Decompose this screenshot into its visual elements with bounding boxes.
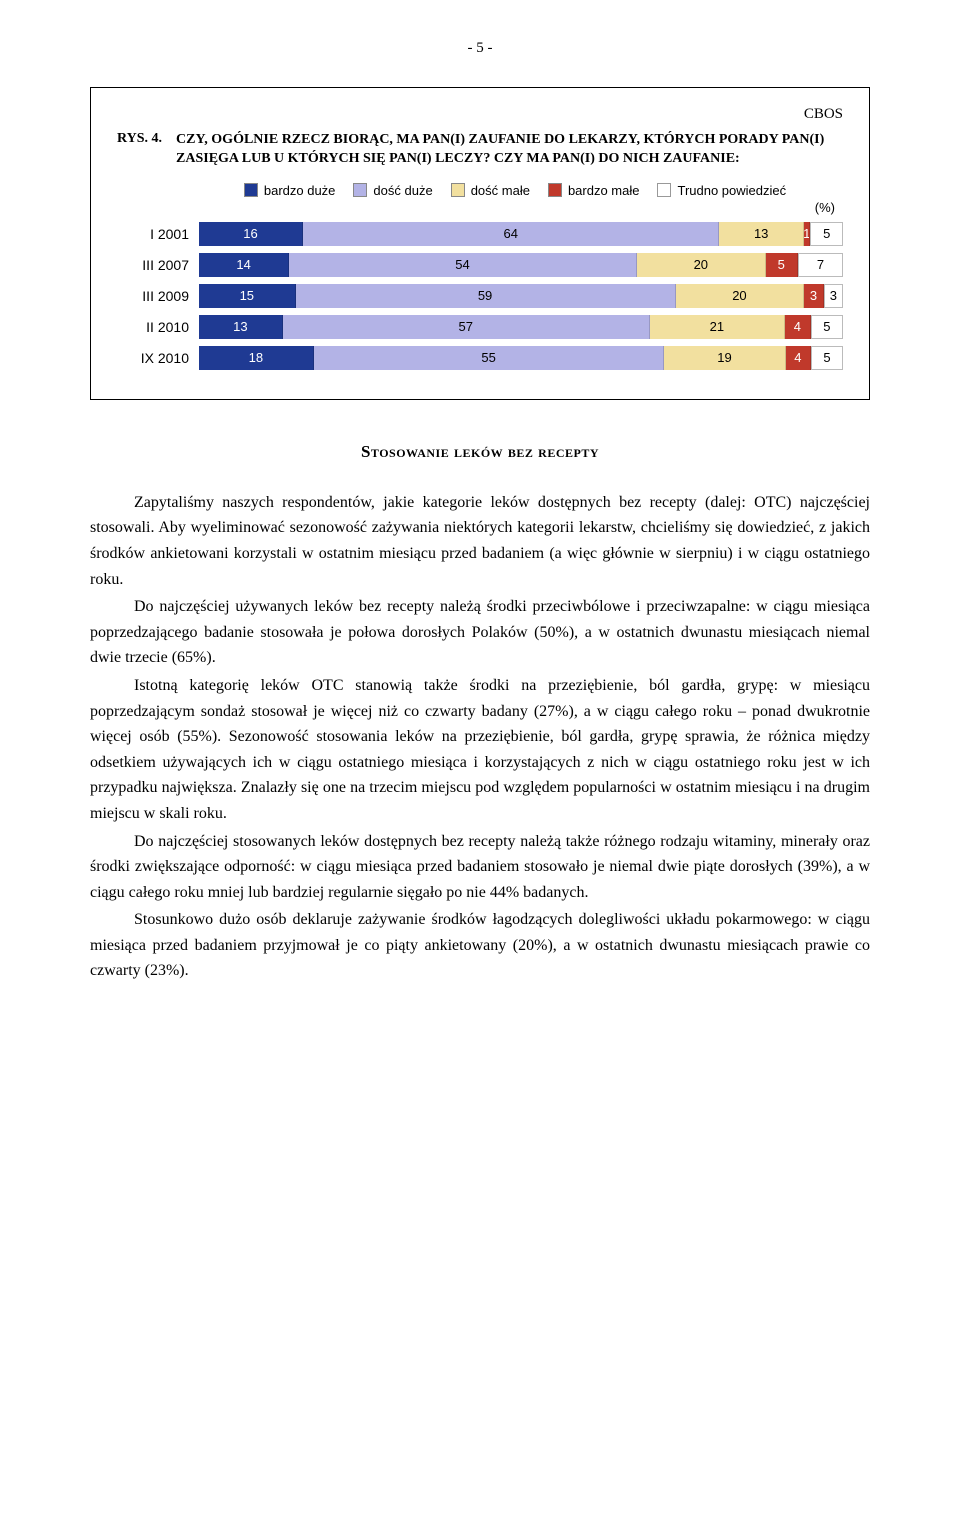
chart-row: III 200714542057 (117, 253, 843, 277)
bar-segment: 5 (811, 346, 843, 370)
bar-segment: 13 (719, 222, 804, 246)
bar-container: 18551945 (199, 346, 843, 370)
bar-segment: 5 (811, 315, 843, 339)
bar-segment: 64 (303, 222, 719, 246)
body-paragraph: Zapytaliśmy naszych respondentów, jakie … (90, 490, 870, 592)
cbos-label: CBOS (804, 106, 843, 123)
bar-segment: 4 (785, 315, 811, 339)
body-paragraph: Do najczęściej stosowanych leków dostępn… (90, 829, 870, 906)
chart-row-label: IX 2010 (117, 350, 199, 366)
bar-segment: 57 (283, 315, 650, 339)
bar-segment: 4 (786, 346, 812, 370)
legend-swatch (353, 183, 367, 197)
legend-item: dość duże (353, 183, 432, 198)
chart-row: I 200116641315 (117, 222, 843, 246)
chart-row: II 201013572145 (117, 315, 843, 339)
bar-segment: 59 (296, 284, 676, 308)
legend-item: Trudno powiedzieć (657, 183, 786, 198)
bar-segment: 21 (650, 315, 785, 339)
chart-box: CBOS RYS. 4. CZY, OGÓLNIE RZECZ BIORĄC, … (90, 87, 870, 400)
body-paragraphs: Zapytaliśmy naszych respondentów, jakie … (90, 490, 870, 984)
chart-row: IX 201018551945 (117, 346, 843, 370)
bar-segment: 20 (637, 253, 766, 277)
bar-container: 16641315 (199, 222, 843, 246)
chart-row-label: III 2007 (117, 257, 199, 273)
body-paragraph: Do najczęściej używanych leków bez recep… (90, 594, 870, 671)
bar-segment: 13 (199, 315, 283, 339)
legend-swatch (451, 183, 465, 197)
bar-segment: 20 (676, 284, 805, 308)
chart-topline: CBOS (117, 106, 843, 123)
chart-title-text: CZY, OGÓLNIE RZECZ BIORĄC, MA PAN(I) ZAU… (176, 131, 843, 169)
legend-label: bardzo duże (264, 183, 336, 198)
bar-segment: 55 (314, 346, 665, 370)
page-number: - 5 - (90, 40, 870, 57)
bar-container: 14542057 (199, 253, 843, 277)
bar-segment: 3 (804, 284, 823, 308)
bar-segment: 5 (766, 253, 798, 277)
page: - 5 - CBOS RYS. 4. CZY, OGÓLNIE RZECZ BI… (0, 0, 960, 1046)
bar-segment: 15 (199, 284, 296, 308)
body-paragraph: Stosunkowo dużo osób deklaruje zażywanie… (90, 907, 870, 984)
legend-item: bardzo małe (548, 183, 640, 198)
bar-container: 13572145 (199, 315, 843, 339)
bar-segment: 5 (810, 222, 843, 246)
bar-segment: 16 (199, 222, 303, 246)
legend-item: bardzo duże (244, 183, 336, 198)
legend-swatch (657, 183, 671, 197)
chart-legend: bardzo duże dość duże dość małe bardzo małe… (187, 183, 843, 198)
bar-segment: 14 (199, 253, 289, 277)
legend-label: dość duże (373, 183, 432, 198)
bar-container: 15592033 (199, 284, 843, 308)
chart-title: RYS. 4. CZY, OGÓLNIE RZECZ BIORĄC, MA PA… (117, 131, 843, 169)
legend-swatch (244, 183, 258, 197)
chart-row-label: III 2009 (117, 288, 199, 304)
bar-segment: 54 (289, 253, 637, 277)
chart-row: III 200915592033 (117, 284, 843, 308)
legend-label: dość małe (471, 183, 530, 198)
legend-label: bardzo małe (568, 183, 640, 198)
section-heading: Stosowanie leków bez recepty (90, 442, 870, 462)
chart-rows: I 200116641315III 200714542057III 200915… (117, 222, 843, 370)
legend-item: dość małe (451, 183, 530, 198)
legend-label: Trudno powiedzieć (677, 183, 786, 198)
body-paragraph: Istotną kategorię leków OTC stanowią tak… (90, 673, 870, 827)
chart-row-label: II 2010 (117, 319, 199, 335)
chart-row-label: I 2001 (117, 226, 199, 242)
legend-swatch (548, 183, 562, 197)
rys-label: RYS. 4. (117, 131, 162, 169)
bar-segment: 18 (199, 346, 314, 370)
bar-segment: 19 (664, 346, 785, 370)
bar-segment: 7 (798, 253, 843, 277)
bar-segment: 3 (824, 284, 843, 308)
pct-label: (%) (117, 200, 835, 215)
